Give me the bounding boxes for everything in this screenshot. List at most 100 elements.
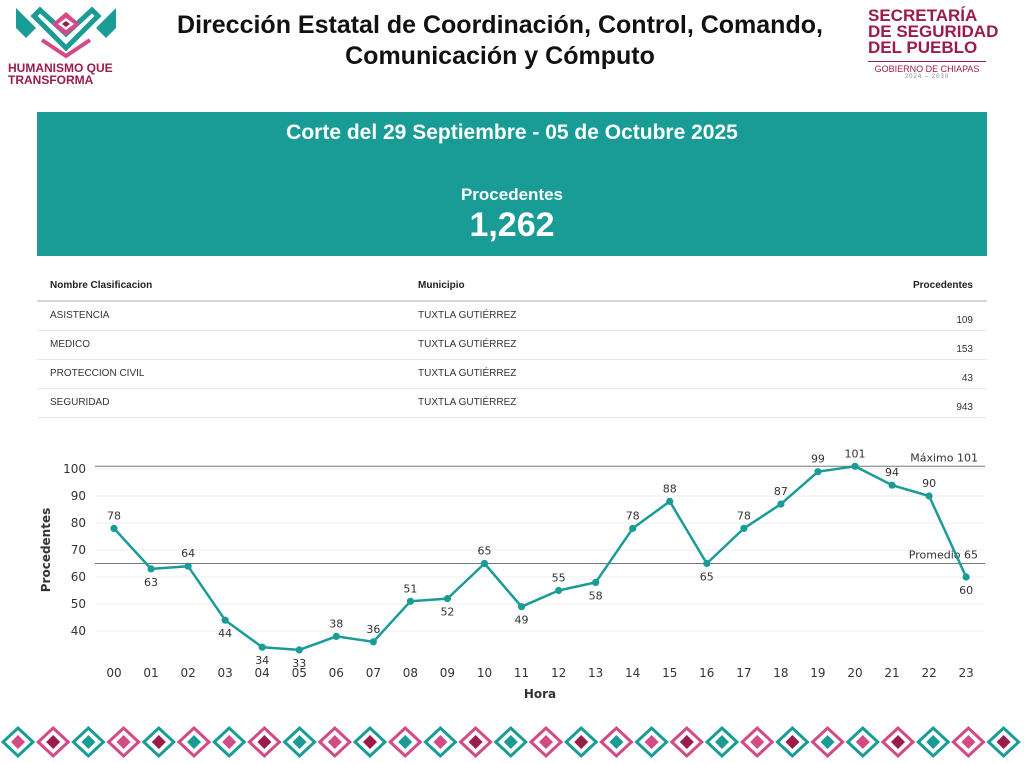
border-motif-icon xyxy=(317,725,352,759)
header-procedentes: Procedentes xyxy=(912,280,973,291)
x-tick-label: 12 xyxy=(551,666,566,680)
data-label: 94 xyxy=(885,466,899,479)
border-motif-icon xyxy=(176,725,212,759)
x-tick-label: 08 xyxy=(403,666,418,680)
border-motif-icon xyxy=(951,725,986,759)
data-point xyxy=(777,500,785,508)
x-tick-label: 13 xyxy=(588,666,603,680)
gobierno-years-text: 2024 – 2030 xyxy=(904,74,950,80)
cell-municipio: TUXTLA GUTIÉRREZ xyxy=(418,339,517,350)
page-header: HUMANISMO QUE TRANSFORMA Dirección Estat… xyxy=(0,0,1024,100)
border-motif-icon xyxy=(71,725,106,759)
border-motif-icon xyxy=(458,725,493,759)
secretaria-line-1: SECRETARÍA xyxy=(868,6,978,25)
secretaria-line-3: DEL PUEBLO xyxy=(868,38,978,57)
data-point xyxy=(258,643,266,651)
border-motif-icon xyxy=(986,725,1021,759)
x-tick-label: 23 xyxy=(959,666,974,680)
border-motif-icon xyxy=(528,725,564,759)
data-label: 78 xyxy=(626,509,640,522)
y-tick-label: 90 xyxy=(71,489,86,503)
x-tick-label: 21 xyxy=(884,666,899,680)
border-motif-icon xyxy=(141,725,176,759)
title-line-1: Dirección Estatal de Coordinación, Contr… xyxy=(177,11,823,39)
table-row: MEDICO TUXTLA GUTIÉRREZ 153 xyxy=(37,331,987,360)
cell-procedentes: 153 xyxy=(956,344,973,355)
y-tick-label: 60 xyxy=(71,570,86,584)
border-motif-icon xyxy=(599,725,634,759)
cell-procedentes: 43 xyxy=(961,373,973,384)
border-motif-icon xyxy=(845,725,880,759)
procedentes-por-hora-chart: 40 50 60 70 80 90 100 Máximo 101 Promedio 65 78 63… xyxy=(39,447,985,701)
border-motif-icon xyxy=(880,725,916,759)
x-tick-label: 16 xyxy=(699,666,714,680)
y-tick-label: 70 xyxy=(71,543,86,557)
data-point xyxy=(666,497,674,505)
border-motif-icon xyxy=(106,725,141,759)
data-point xyxy=(295,646,303,654)
header-nombre: Nombre Clasificacion xyxy=(50,280,153,291)
x-tick-label: 18 xyxy=(773,666,788,680)
page-title: Dirección Estatal de Coordinación, Contr… xyxy=(140,10,860,72)
x-tick-label: 09 xyxy=(440,666,455,680)
data-label: 88 xyxy=(663,482,677,495)
data-label: 65 xyxy=(700,571,714,584)
data-point xyxy=(740,524,748,532)
procedentes-label: Procedentes xyxy=(460,185,564,204)
data-point xyxy=(517,603,526,611)
data-label: 38 xyxy=(329,617,343,630)
data-label: 78 xyxy=(107,509,121,522)
data-label: 78 xyxy=(737,509,751,522)
data-label: 34 xyxy=(255,654,269,667)
border-motif-icon xyxy=(423,725,458,759)
data-point xyxy=(369,638,377,646)
data-point xyxy=(851,462,859,470)
decorative-border xyxy=(0,725,1021,759)
data-label: 63 xyxy=(144,576,158,589)
data-point xyxy=(925,492,933,500)
border-motif-icon xyxy=(36,725,71,759)
y-tick-label: 50 xyxy=(71,597,86,611)
data-point xyxy=(480,559,489,568)
border-motif-icon xyxy=(282,725,317,759)
x-tick-label: 03 xyxy=(218,666,233,680)
data-label: 52 xyxy=(440,606,454,619)
title-line-2: Comunicación y Cómputo xyxy=(345,42,655,70)
cell-nombre: ASISTENCIA xyxy=(50,310,110,321)
y-tick-label: 40 xyxy=(71,624,86,638)
header-municipio: Municipio xyxy=(418,280,465,291)
table-row: SEGURIDAD TUXTLA GUTIÉRREZ 943 xyxy=(37,389,987,418)
data-point xyxy=(814,468,822,476)
data-point xyxy=(406,597,414,605)
cell-nombre: SEGURIDAD xyxy=(50,397,110,408)
border-motif-icon xyxy=(740,725,775,759)
cell-nombre: PROTECCION CIVIL xyxy=(50,368,145,379)
data-label: 58 xyxy=(589,589,603,602)
secretaria-line-2: DE SEGURIDAD xyxy=(868,22,999,41)
x-tick-label: 01 xyxy=(143,666,158,680)
x-axis-title: Hora xyxy=(524,687,556,701)
data-point xyxy=(555,586,563,595)
corte-period: Corte del 29 Septiembre - 05 de Octubre … xyxy=(286,121,738,144)
humanismo-logo-text: HUMANISMO QUE TRANSFORMA xyxy=(8,61,113,87)
x-tick-label: 04 xyxy=(255,666,270,680)
procedentes-total: 1,262 xyxy=(469,206,555,244)
x-tick-label: 14 xyxy=(625,666,640,680)
x-tick-label: 22 xyxy=(921,666,936,680)
series-line xyxy=(113,465,968,652)
data-point xyxy=(147,565,155,573)
x-tick-label: 07 xyxy=(366,666,381,680)
border-motif-icon xyxy=(212,725,247,759)
summary-banner: Corte del 29 Septiembre - 05 de Octubre … xyxy=(37,112,987,256)
reference-line-label: Promedio 65 xyxy=(909,549,978,562)
cell-nombre: MEDICO xyxy=(50,339,90,350)
data-point xyxy=(888,481,896,489)
data-point xyxy=(332,632,340,640)
data-point xyxy=(629,524,637,532)
x-tick-label: 17 xyxy=(736,666,751,680)
data-point xyxy=(221,616,229,624)
cell-procedentes: 943 xyxy=(956,402,973,413)
x-tick-label: 11 xyxy=(514,666,529,680)
border-motif-icon xyxy=(634,725,669,759)
y-tick-label: 100 xyxy=(63,462,86,476)
